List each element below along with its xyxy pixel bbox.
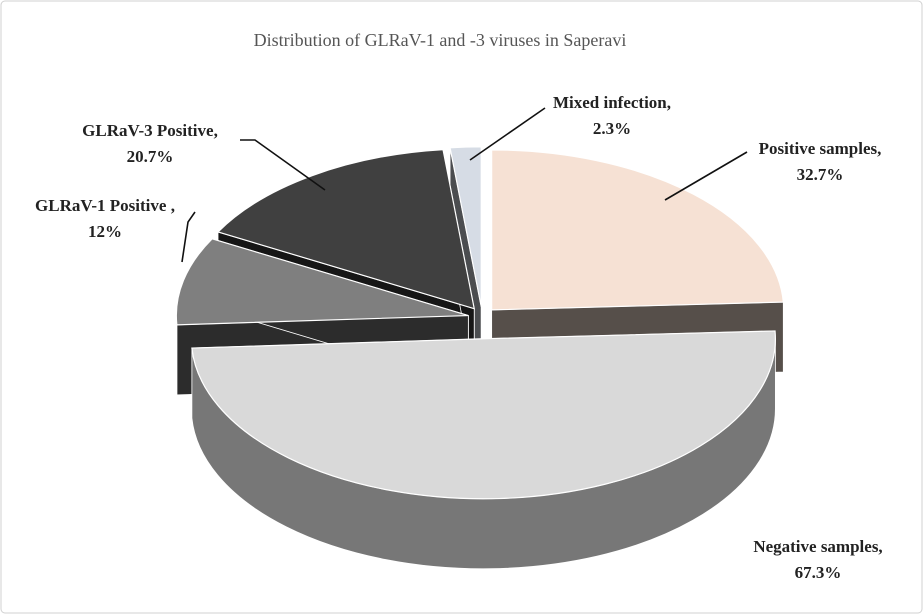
- slice: [191, 330, 776, 500]
- slice: [449, 146, 482, 307]
- slice-label: Positive samples,: [759, 139, 882, 158]
- leader-line: [181, 211, 196, 263]
- chart-title: Distribution of GLRaV-1 and -3 viruses i…: [254, 30, 627, 50]
- value-label: 20.7%: [127, 147, 174, 166]
- value-label: 32.7%: [797, 165, 844, 184]
- slice: [491, 149, 784, 311]
- slice: [175, 238, 469, 326]
- value-label: 2.3%: [593, 119, 631, 138]
- leader-line: [469, 107, 546, 161]
- pie: [175, 146, 784, 570]
- leader-line: [240, 139, 326, 191]
- value-label: 67.3%: [795, 563, 842, 582]
- labels: Positive samples, 32.7% Negative samples, 6…: [35, 93, 883, 582]
- slice-label: Negative samples,: [753, 537, 882, 556]
- slice-label: Mixed infection,: [553, 93, 671, 112]
- slice-label: GLRaV-3 Positive,: [82, 121, 218, 140]
- slice-label: GLRaV-1 Positive ,: [35, 196, 175, 215]
- leader-line: [664, 151, 748, 201]
- slice: [216, 148, 476, 310]
- value-label: 12%: [88, 222, 122, 241]
